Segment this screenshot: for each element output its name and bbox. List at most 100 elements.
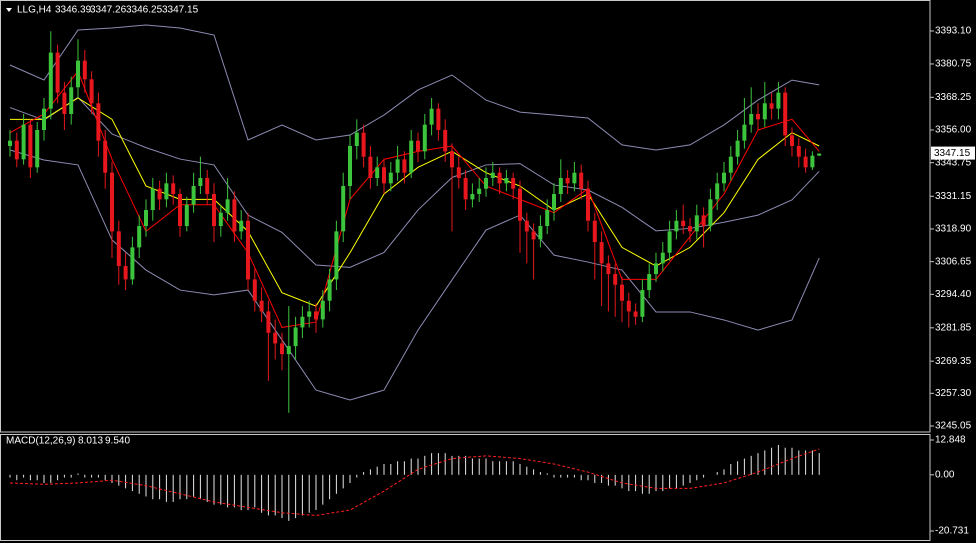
candle-body [518,188,522,221]
candle-body [144,210,148,227]
candle-body [688,226,692,232]
candle-body [722,172,726,184]
candle-body [259,300,264,312]
candle-body [810,155,815,168]
candle-body [388,172,393,184]
candle-body [762,103,767,120]
candle-body [620,284,624,301]
candle-body [803,156,808,168]
candle-body [728,156,733,173]
candle-body [21,124,26,160]
candle-body [756,113,760,120]
candle-body [130,247,135,280]
candle-body [599,242,604,264]
candle-body [35,129,40,168]
y-tick-label: 3245.05 [935,421,972,432]
macd-frame [0,434,931,541]
candle-body [402,159,407,173]
candle-body [443,129,448,152]
y-tick-label: 3393.10 [935,26,972,37]
candle-body [524,220,529,232]
candle-body [606,263,611,275]
candle-body [667,231,672,253]
candle-body [504,178,509,184]
candle-body [150,188,155,211]
candle-body [341,186,346,232]
candle-body [300,316,305,328]
y-tick-label: 3281.85 [935,322,972,333]
candle-body [477,188,482,195]
candle-body [293,327,298,347]
y-tick-label: 3269.35 [935,356,972,367]
candle-body [565,178,570,184]
candle-body [783,92,788,136]
candle-body [171,183,176,195]
candle-body [314,311,318,320]
signal-value: 9.540 [105,436,130,447]
candle-body [96,103,101,141]
candle-body [198,178,203,187]
candle-body [320,300,325,320]
candle-body [769,103,774,109]
candle-body [218,212,223,227]
candle-body [694,215,699,232]
overlay-line [9,149,820,401]
candle-body [280,343,284,355]
candle-body [307,311,312,317]
candle-body [463,178,468,200]
candle-body [429,108,434,125]
macd-tick-label: 0.00 [935,469,955,480]
close: 3347.15 [162,5,199,16]
candle-body [89,79,94,104]
macd-label: MACD(12,26,9) [6,436,75,447]
candle-body [69,87,74,114]
macd-tick-label: -20.731 [935,526,969,537]
candle-body [76,60,80,88]
candle-body [178,194,182,227]
candle-body [225,199,230,213]
candle-body [375,167,380,179]
candle-body [123,266,128,280]
y-tick-label: 3331.15 [935,191,972,202]
y-tick-label: 3294.40 [935,289,972,300]
price-marker [931,146,975,160]
candle-body [674,220,679,232]
candle-body [456,167,461,179]
candle-body [545,210,550,227]
candle-body [701,215,706,227]
candle-body [742,124,747,141]
y-tick-label: 3318.90 [935,224,972,235]
candle-body [790,135,794,146]
y-tick-label: 3356.00 [935,125,972,136]
candle-body [55,52,60,93]
candle-body [273,332,278,344]
y-tick-label: 3343.75 [935,157,972,168]
candle-body [409,140,414,173]
candle-body [246,220,250,280]
high: 3347.26 [90,5,127,16]
candle-body [817,153,822,156]
candle-body [490,172,495,179]
candle-body [416,140,420,152]
candle-body [212,194,216,227]
candle-body [232,199,237,232]
overlay-line [9,24,820,151]
macd-tick-label: 12.848 [935,435,966,446]
candle-body [497,172,502,184]
candle-body [450,151,454,168]
candle-body [633,311,638,317]
candle-body [42,108,46,130]
y-tick-label: 3306.65 [935,256,972,267]
candle-body [395,159,400,173]
candle-body [749,113,754,125]
candle-body [368,156,373,179]
candle-body [239,220,244,232]
candle-body [382,167,386,184]
candle-body [205,178,210,195]
candle-body [266,311,271,333]
candle-body [484,178,488,189]
candle-body [327,279,332,301]
candle-body [776,92,781,109]
candle-body [613,274,618,285]
candle-body [48,52,53,109]
